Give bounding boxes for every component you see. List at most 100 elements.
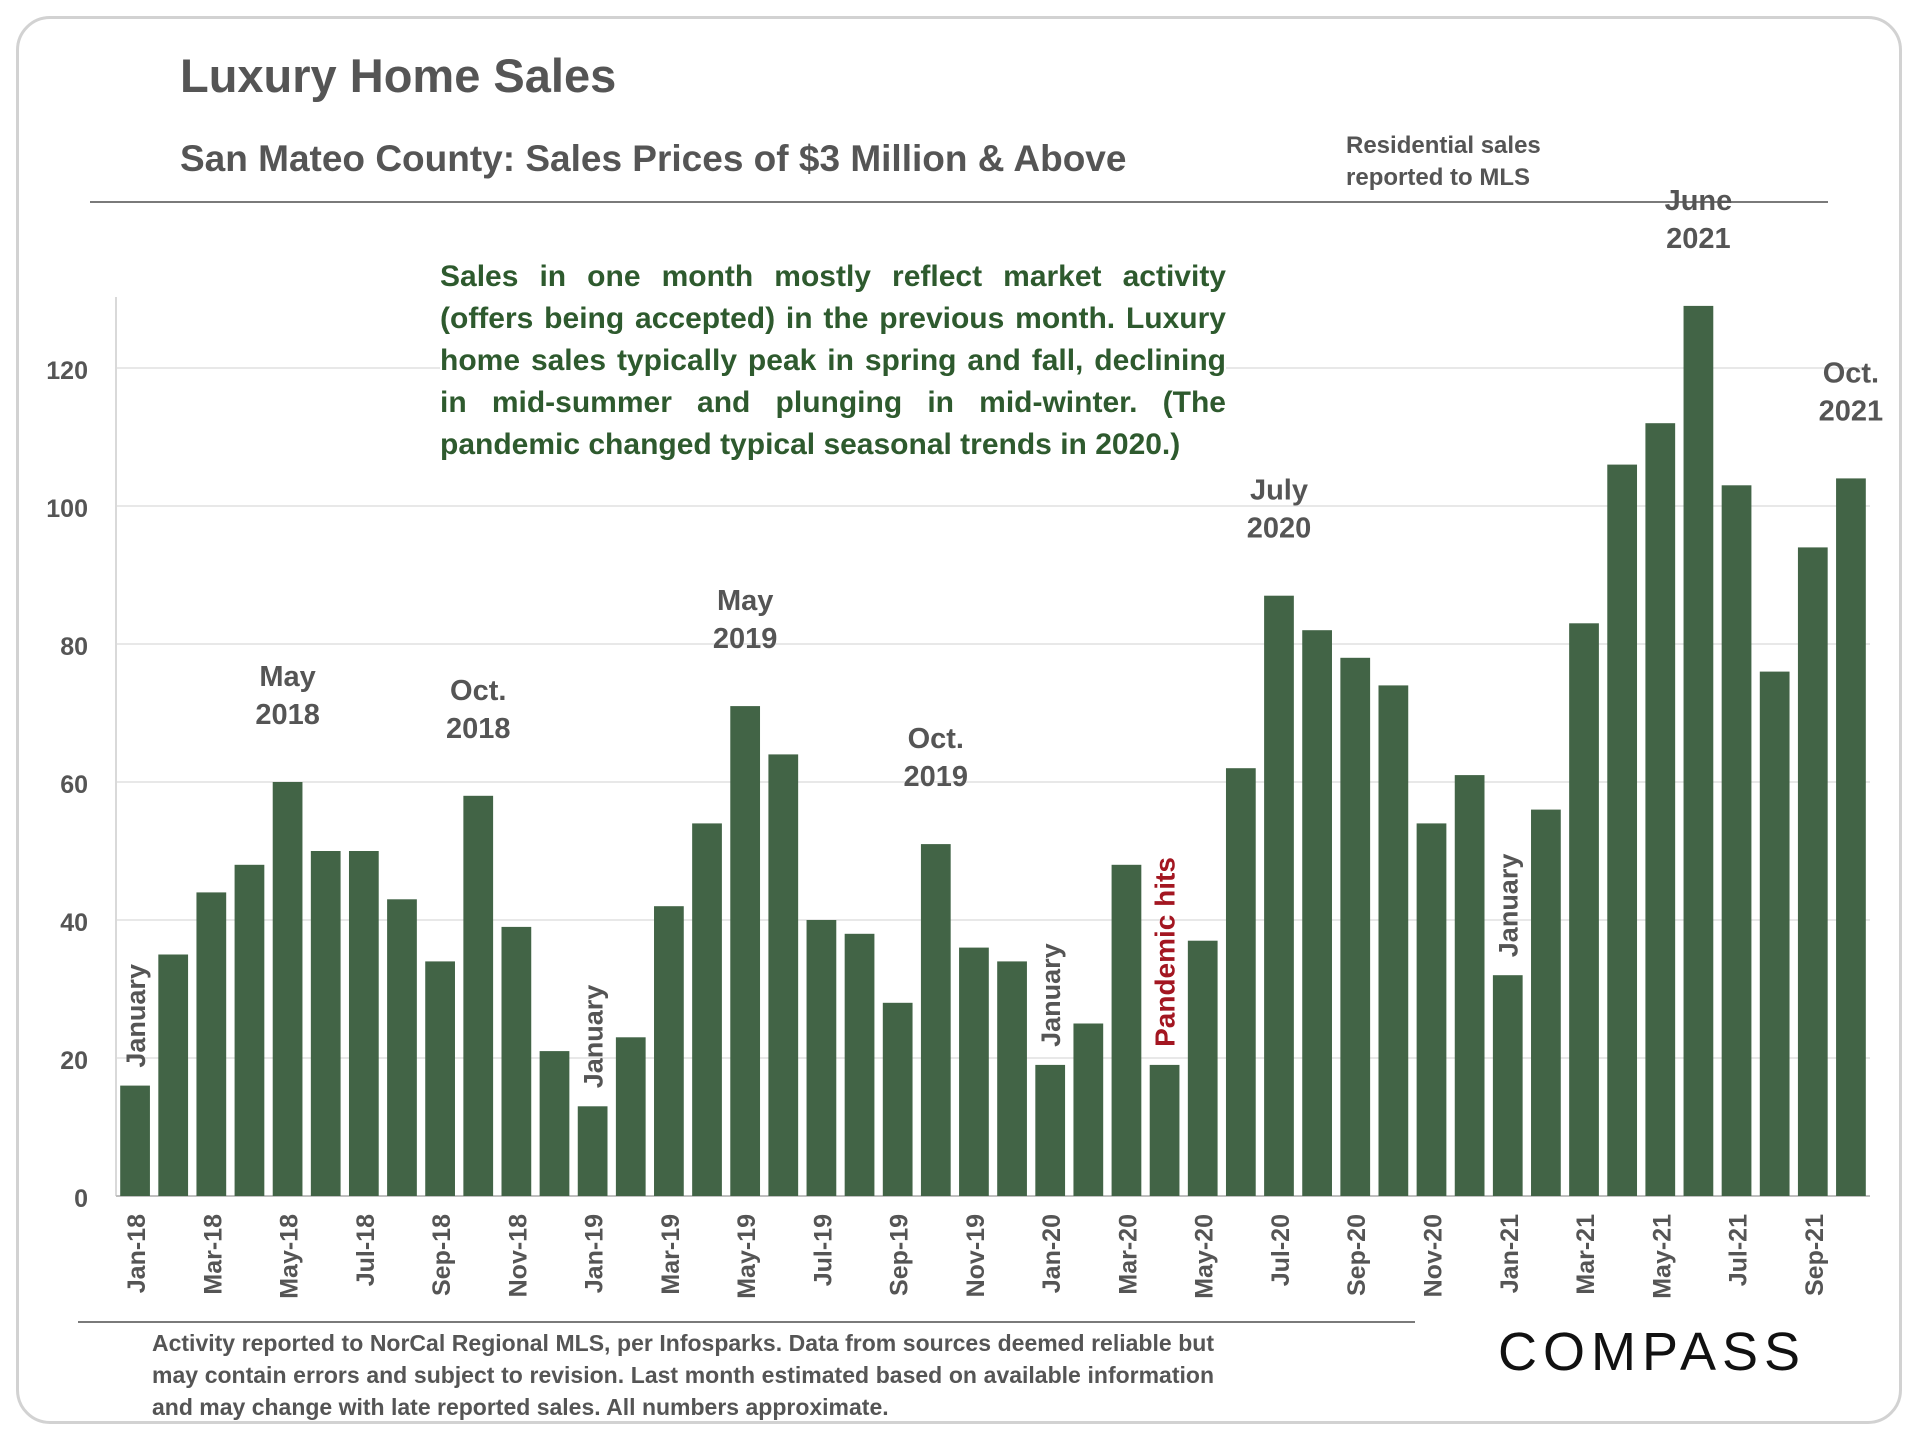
january-annotation: January [1494, 854, 1524, 958]
bar-jan-19 [577, 1106, 608, 1196]
bar-nov-19 [959, 947, 989, 1196]
compass-logo-text: COMPASS [1498, 1322, 1806, 1382]
bar-feb-20 [1073, 1023, 1104, 1196]
bar-sep-19 [882, 1002, 913, 1196]
bar-mar-19 [654, 906, 684, 1196]
bar-jun-19 [768, 754, 799, 1196]
bar-aug-19 [844, 933, 875, 1196]
bar-jan-20 [1035, 1064, 1066, 1196]
peak-annotation: Oct. [1823, 357, 1879, 389]
x-tick-label: Mar-21 [1572, 1214, 1600, 1295]
source-footnote: Activity reported to NorCal Regional MLS… [152, 1330, 1214, 1420]
x-tick-label: Nov-20 [1420, 1214, 1448, 1297]
x-tick-label: Jul-18 [352, 1214, 380, 1286]
chart-title: Luxury Home Sales [180, 49, 617, 102]
x-tick-label: Jan-18 [123, 1214, 151, 1293]
bar-apr-19 [692, 823, 722, 1196]
chart-subtitle: San Mateo County: Sales Prices of $3 Mil… [180, 138, 1127, 179]
x-tick-label: Jul-19 [809, 1214, 837, 1286]
bar-may-19 [730, 706, 761, 1196]
bar-jun-21 [1683, 305, 1714, 1196]
x-tick-label: Jul-21 [1725, 1214, 1753, 1286]
peak-annotation: 2020 [1247, 513, 1312, 545]
x-tick-label: Mar-18 [199, 1214, 227, 1295]
bar-nov-20 [1416, 823, 1447, 1196]
bar-jul-18 [348, 851, 379, 1196]
x-tick-label: Jul-20 [1267, 1214, 1295, 1286]
bar-jan-21 [1492, 975, 1523, 1196]
bar-dec-19 [997, 961, 1027, 1196]
bar-jun-20 [1225, 768, 1256, 1196]
bar-oct-20 [1378, 685, 1409, 1196]
bar-may-20 [1187, 940, 1218, 1196]
x-tick-label: Sep-20 [1343, 1214, 1371, 1296]
x-tick-label: Nov-18 [504, 1214, 532, 1297]
bar-apr-21 [1607, 464, 1638, 1197]
header-divider [90, 201, 1828, 203]
x-tick-label: May-18 [276, 1214, 304, 1299]
january-annotation: January [1036, 943, 1066, 1047]
footer-divider [78, 1321, 1415, 1323]
bar-jul-21 [1721, 485, 1752, 1196]
bar-aug-20 [1302, 630, 1332, 1196]
bar-may-18 [272, 782, 303, 1196]
bar-mar-20 [1111, 864, 1142, 1196]
bar-nov-18 [501, 926, 532, 1196]
bar-feb-18 [158, 954, 189, 1196]
peak-annotation: June [1665, 185, 1733, 217]
bar-dec-20 [1454, 775, 1485, 1196]
bar-feb-21 [1531, 809, 1561, 1196]
peak-annotation: July [1250, 475, 1308, 507]
bar-jul-19 [806, 920, 837, 1196]
bar-jan-18 [120, 1085, 150, 1196]
bar-mar-18 [196, 892, 227, 1196]
x-tick-label: May-19 [733, 1214, 761, 1299]
x-tick-label: Sep-19 [886, 1214, 914, 1296]
y-tick-label: 0 [74, 1185, 88, 1213]
bar-apr-18 [234, 864, 265, 1196]
x-tick-label: Mar-19 [657, 1214, 685, 1295]
y-tick-label: 120 [46, 357, 88, 385]
x-tick-label: May-21 [1648, 1214, 1676, 1299]
x-tick-label: Sep-21 [1801, 1214, 1829, 1296]
bar-aug-18 [387, 899, 417, 1196]
peak-annotation: May [717, 585, 773, 617]
x-tick-label: Jan-21 [1496, 1214, 1524, 1293]
bar-oct-19 [920, 844, 951, 1196]
peak-annotation: 2018 [255, 699, 320, 731]
bar-jul-20 [1264, 595, 1294, 1196]
x-tick-label: Sep-18 [428, 1214, 456, 1296]
x-tick-label: Jan-20 [1038, 1214, 1066, 1293]
y-tick-label: 80 [60, 633, 88, 661]
bar-oct-21 [1836, 478, 1866, 1196]
january-annotation: January [579, 985, 609, 1089]
y-tick-label: 40 [60, 909, 88, 937]
bar-aug-21 [1759, 671, 1790, 1196]
x-tick-label: May-20 [1191, 1214, 1219, 1299]
seasonality-callout: Sales in one month mostly reflect market… [440, 256, 1226, 466]
x-tick-label: Nov-19 [962, 1214, 990, 1297]
compass-logo: COMPASS [1498, 1322, 1806, 1382]
peak-annotation: Oct. [908, 723, 964, 755]
peak-annotation: 2021 [1666, 223, 1731, 255]
y-tick-label: 100 [46, 495, 88, 523]
peak-annotation: 2019 [904, 761, 969, 793]
y-tick-label: 60 [60, 771, 88, 799]
peak-annotation: 2021 [1819, 395, 1884, 427]
bar-mar-21 [1569, 623, 1599, 1196]
peak-annotation: May [259, 661, 315, 693]
bar-may-21 [1645, 423, 1676, 1196]
bar-feb-19 [615, 1037, 646, 1196]
pandemic-annotation: Pandemic hits [1150, 857, 1181, 1047]
peak-annotation: 2019 [713, 623, 778, 655]
source-note-line-2: reported to MLS [1346, 164, 1530, 191]
bar-dec-18 [539, 1051, 570, 1196]
source-note-line-1: Residential sales [1346, 132, 1541, 159]
bar-jun-18 [310, 851, 341, 1196]
y-tick-label: 20 [60, 1047, 88, 1075]
x-tick-label: Jan-19 [581, 1214, 609, 1293]
january-annotation: January [121, 964, 151, 1068]
bar-apr-20 [1149, 1064, 1180, 1196]
x-tick-label: Mar-20 [1114, 1214, 1142, 1295]
